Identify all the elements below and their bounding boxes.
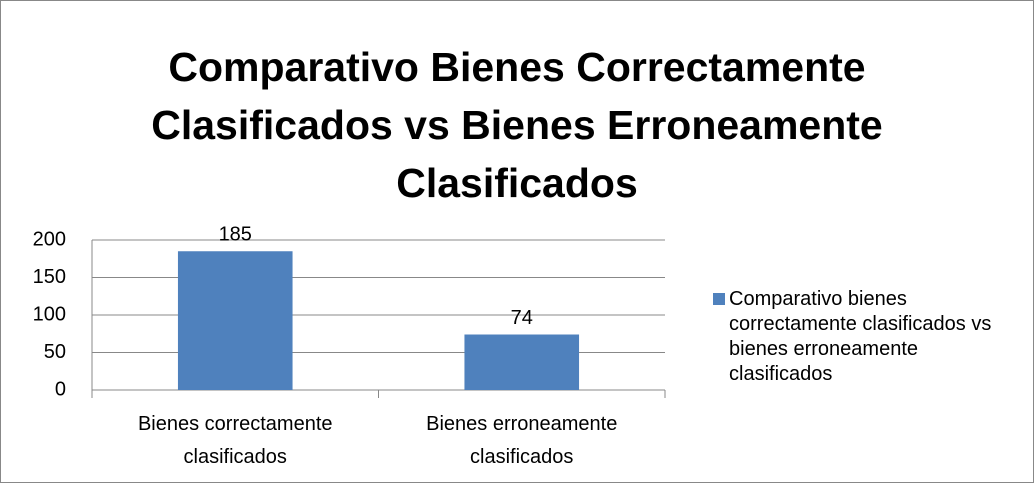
data-label: 74 [511,307,533,329]
x-tick-label: Bienes correctamente clasificados [137,413,333,468]
y-tick-label: 50 [44,341,66,363]
legend-swatch [713,293,725,305]
chart-title: Comparativo Bienes Correctamente Clasifi… [151,44,883,206]
y-tick-label: 150 [33,266,66,288]
y-tick-label: 100 [33,303,66,325]
x-tick-label: Bienes erroneamente clasificados [426,413,618,468]
legend-label: Comparativo bienes correctamente clasifi… [729,288,992,385]
data-label: 185 [219,224,252,246]
y-tick-label: 200 [33,228,66,250]
bar [177,251,293,390]
bar [464,334,580,390]
y-tick-label: 0 [55,378,66,400]
